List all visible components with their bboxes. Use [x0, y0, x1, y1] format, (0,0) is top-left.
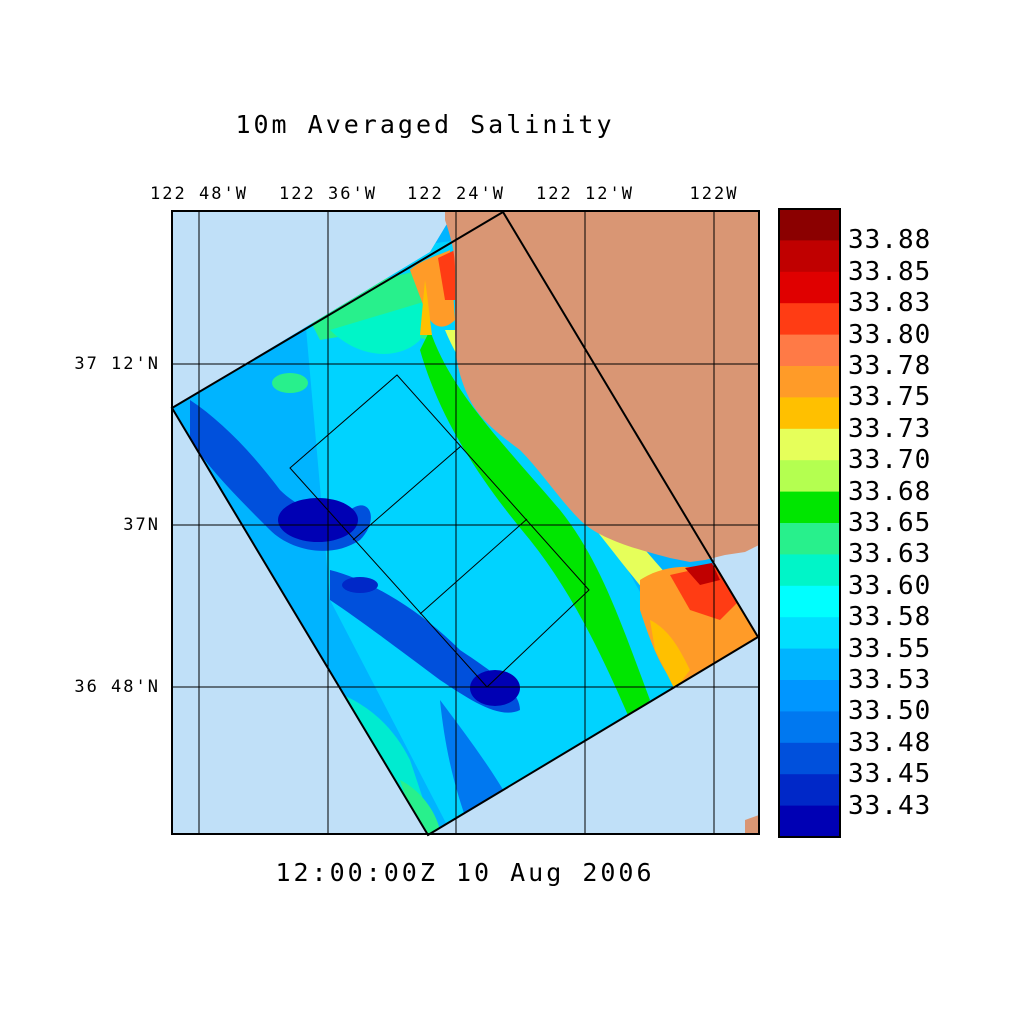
lat-label-36-48n: 36 48'N — [74, 677, 160, 697]
lon-label-122-12w: 122 12'W — [536, 184, 634, 204]
map-title: 10m Averaged Salinity — [235, 110, 615, 139]
lon-label-122-24w: 122 24'W — [407, 184, 505, 204]
colorbar-label: 33.80 — [848, 319, 932, 350]
colorbar-frame — [778, 208, 841, 838]
colorbar-swatch — [779, 397, 840, 430]
colorbar-label: 33.75 — [848, 382, 932, 413]
colorbar-swatch — [779, 209, 840, 241]
colorbar-swatch — [779, 648, 840, 681]
map-timestamp: 12:00:00Z 10 Aug 2006 — [275, 858, 655, 887]
colorbar-label: 33.68 — [848, 476, 932, 507]
colorbar-label: 33.55 — [848, 633, 932, 664]
colorbar-label: 33.43 — [848, 790, 932, 821]
lon-label-122w: 122W — [689, 184, 739, 204]
colorbar-label: 33.85 — [848, 256, 932, 287]
colorbar-swatch — [779, 585, 840, 618]
colorbar-label: 33.73 — [848, 413, 932, 444]
colorbar-swatch — [779, 240, 840, 273]
map-frame — [171, 210, 760, 835]
colorbar — [779, 209, 840, 838]
colorbar-swatch — [779, 680, 840, 712]
colorbar-swatch — [779, 774, 840, 807]
colorbar-label: 33.65 — [848, 508, 932, 538]
colorbar-swatch — [779, 271, 840, 304]
colorbar-label: 33.83 — [848, 288, 932, 319]
subdomain-boxes — [289, 374, 590, 688]
colorbar-label: 33.60 — [848, 570, 932, 601]
colorbar-label: 33.50 — [848, 696, 932, 727]
lat-label-37-12n: 37 12'N — [74, 354, 160, 374]
colorbar-swatch — [779, 711, 840, 744]
colorbar-swatch — [779, 554, 840, 587]
colorbar-label: 33.70 — [848, 445, 932, 476]
colorbar-label: 33.53 — [848, 665, 932, 695]
colorbar-label: 33.58 — [848, 602, 932, 633]
colorbar-swatch — [779, 617, 840, 650]
colorbar-label: 33.45 — [848, 759, 932, 790]
colorbar-swatch — [779, 303, 840, 336]
colorbar-swatch — [779, 334, 840, 367]
colorbar-swatch — [779, 366, 840, 398]
colorbar-swatch — [779, 491, 840, 524]
lon-label-122-48w: 122 48'W — [150, 184, 248, 204]
colorbar-swatch — [779, 742, 840, 775]
lat-label-37n: 37N — [123, 515, 160, 535]
lon-label-122-36w: 122 36'W — [279, 184, 377, 204]
colorbar-label: 33.88 — [848, 225, 932, 256]
colorbar-swatch — [779, 805, 840, 838]
colorbar-swatch — [779, 523, 840, 555]
colorbar-swatch — [779, 428, 840, 461]
colorbar-label: 33.48 — [848, 727, 932, 758]
colorbar-label: 33.63 — [848, 539, 932, 570]
land-mass — [445, 211, 759, 834]
colorbar-swatch — [779, 460, 840, 493]
colorbar-label: 33.78 — [848, 351, 932, 381]
